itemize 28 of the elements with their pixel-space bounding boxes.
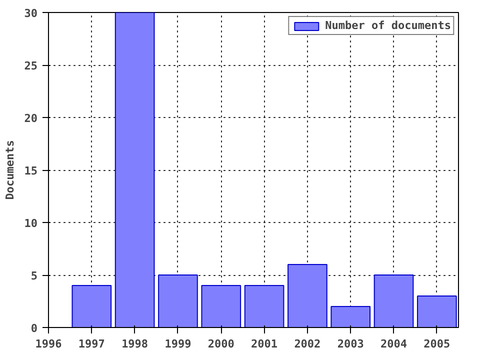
x-tick-label: 2002 [294, 338, 321, 350]
x-tick-label: 1998 [122, 338, 148, 350]
bar [201, 285, 242, 328]
y-axis-title: Documents [3, 140, 16, 200]
y-tick-label: 25 [24, 60, 38, 72]
bar [244, 285, 284, 328]
x-tick-label: 2004 [380, 338, 408, 350]
bar [374, 274, 414, 328]
bar [158, 274, 198, 328]
bar [417, 296, 457, 328]
x-tick-label: 2003 [337, 338, 364, 350]
legend-label: Number of documents [325, 19, 451, 32]
x-tick-label: 2005 [424, 338, 450, 350]
bar [72, 285, 112, 328]
x-tick-label: 2000 [208, 338, 234, 350]
y-tick-label: 5 [30, 270, 38, 282]
x-tick-label: 1996 [35, 338, 62, 350]
x-tick-label: 2001 [251, 338, 278, 350]
bar [288, 264, 328, 328]
y-tick-label: 0 [30, 322, 38, 335]
y-tick-label: 15 [24, 164, 38, 178]
bar [114, 12, 155, 328]
x-tick-label: 1999 [164, 338, 192, 350]
y-tick-label: 30 [24, 7, 38, 20]
bar [330, 306, 371, 328]
y-tick-label: 20 [24, 112, 38, 125]
y-tick-label: 10 [24, 217, 38, 230]
x-tick-label: 1997 [78, 338, 105, 350]
